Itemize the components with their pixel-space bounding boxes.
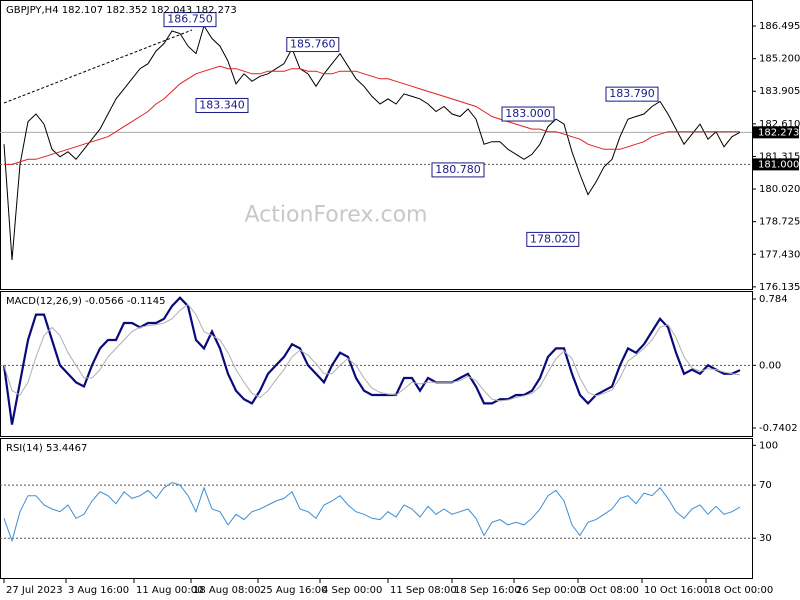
y-tick-label: 183.905: [759, 86, 800, 97]
x-tick-label: 27 Jul 2023: [6, 585, 63, 596]
panel-title: MACD(12,26,9) -0.0566 -0.1145: [6, 296, 166, 307]
y-tick-label: 100: [759, 440, 778, 451]
x-tick-label: 11 Sep 08:00: [390, 585, 457, 596]
price-label: 181.000: [758, 159, 799, 170]
x-tick-label: 25 Aug 16:00: [260, 585, 327, 596]
series-line: [3, 481, 741, 543]
series-line: [2, 296, 741, 425]
x-tick-label: 18 Oct 00:00: [708, 585, 773, 596]
price-label-box: [753, 126, 799, 139]
panel-frame: [0, 291, 753, 437]
y-tick-label: 70: [759, 480, 772, 491]
annotation-box: [286, 37, 340, 53]
annotation-box: [431, 162, 485, 178]
y-tick-label: 186.495: [759, 21, 800, 32]
price-label-box: [753, 158, 799, 171]
annotation-label: 186.750: [167, 13, 213, 26]
y-tick-label: 0.00: [759, 360, 781, 371]
series-line: [3, 24, 741, 261]
y-tick-label: 181.315: [759, 151, 800, 162]
x-tick-label: 3 Aug 16:00: [68, 585, 129, 596]
series-line: [3, 303, 741, 402]
x-tick-label: 10 Oct 16:00: [644, 585, 709, 596]
y-tick-label: -0.7402: [759, 423, 798, 434]
annotation-box: [163, 12, 217, 28]
y-tick-label: 177.430: [759, 249, 800, 260]
annotation-label: 185.760: [290, 38, 336, 51]
x-tick-label: 26 Sep 00:00: [516, 585, 583, 596]
price-label: 182.273: [758, 127, 799, 138]
annotation-box: [605, 86, 659, 102]
x-tick-label: 18 Sep 16:00: [454, 585, 521, 596]
y-tick-label: 185.200: [759, 54, 800, 65]
annotation-label: 180.780: [435, 163, 481, 176]
x-tick-label: 18 Aug 08:00: [193, 585, 260, 596]
panel-title: GBPJPY,H4 182.107 182.352 182.043 182.27…: [6, 5, 237, 16]
annotation-label: 183.790: [609, 87, 655, 100]
y-tick-label: 182.610: [759, 119, 800, 130]
series-line: [4, 65, 740, 165]
y-tick-label: 180.020: [759, 184, 800, 195]
annotation-label: 183.340: [199, 98, 245, 111]
annotation-box: [195, 97, 249, 113]
annotation-box: [526, 231, 580, 247]
x-tick-label: 3 Oct 08:00: [580, 585, 639, 596]
y-tick-label: 30: [759, 533, 772, 544]
annotation-box: [501, 106, 555, 122]
y-tick-label: 176.135: [759, 282, 800, 293]
annotation-label: 178.020: [530, 232, 576, 245]
panel-frame: [0, 438, 753, 579]
y-tick-label: 178.725: [759, 217, 800, 228]
panel-frame: [0, 0, 753, 290]
trend-line: [3, 29, 193, 104]
x-tick-label: 4 Sep 00:00: [322, 585, 382, 596]
x-tick-label: 11 Aug 00:00: [136, 585, 203, 596]
annotation-label: 183.000: [505, 107, 551, 120]
panel-title: RSI(14) 53.4467: [6, 443, 87, 454]
y-tick-label: 0.784: [759, 294, 788, 305]
watermark: ActionForex.com: [245, 203, 428, 228]
